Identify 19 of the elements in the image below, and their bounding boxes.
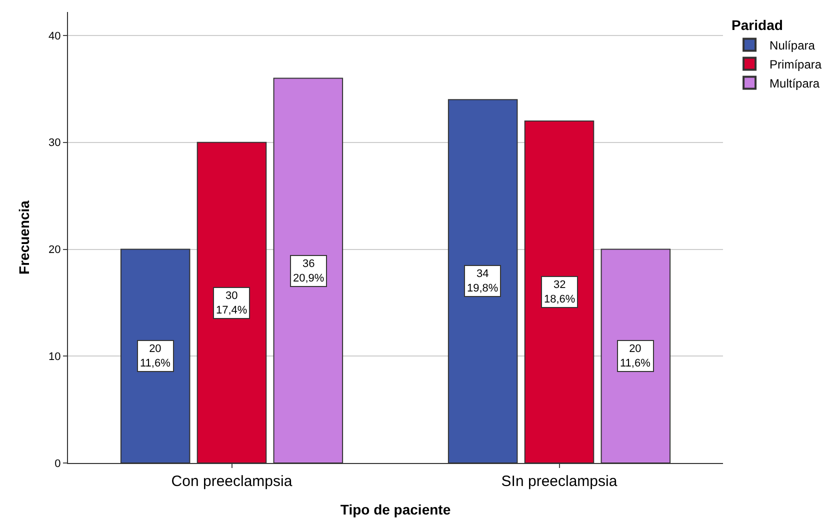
data-label: 34 19,8%	[467, 268, 498, 294]
y-tick-label: 10	[48, 350, 61, 363]
data-label: 20 11,6%	[620, 343, 651, 370]
y-tick-label: 40	[48, 30, 61, 42]
y-tick-label: 30	[48, 137, 61, 150]
legend-label: Multípara	[770, 76, 820, 90]
x-tick-label: Con preeclampsia	[171, 473, 293, 490]
legend-label: Primípara	[770, 57, 822, 72]
data-label: 32 18,6%	[544, 279, 576, 306]
data-label: 36 20,9%	[293, 258, 324, 284]
x-tick-label: SIn preeclampsia	[501, 473, 618, 490]
data-label: 20 11,6%	[140, 343, 171, 370]
x-axis-title: Tipo de paciente	[340, 501, 451, 518]
y-axis-title: Frecuencia	[16, 200, 32, 274]
legend-label: Nulípara	[770, 38, 816, 52]
legend-title: Paridad	[732, 17, 783, 34]
data-label: 30 17,4%	[216, 290, 248, 316]
y-tick-label: 20	[48, 244, 61, 256]
y-tick-label: 0	[54, 458, 61, 470]
